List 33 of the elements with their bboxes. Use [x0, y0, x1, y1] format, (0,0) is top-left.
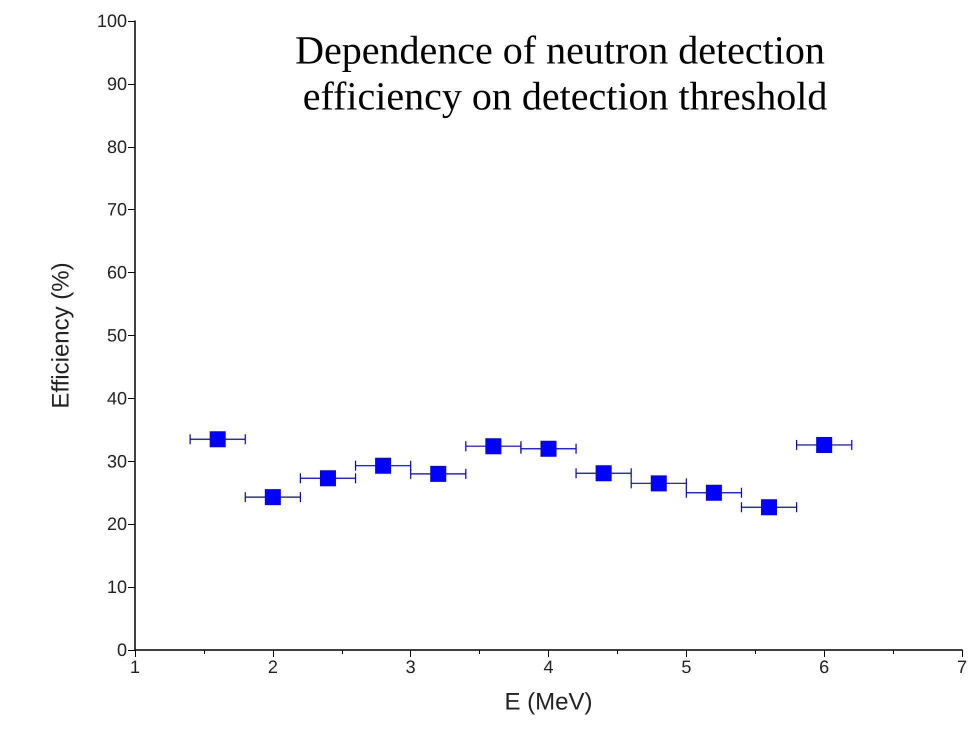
point: [816, 436, 832, 453]
y-axis-title: Efficiency (%): [48, 262, 74, 409]
point: [706, 484, 722, 501]
point: [320, 470, 336, 486]
y-tick-label: 60: [106, 262, 127, 283]
y-tick-label: 70: [106, 200, 127, 220]
point: [596, 465, 612, 482]
y-tick-label: 30: [106, 451, 127, 472]
x-tick-label: 4: [543, 657, 554, 677]
y-tick-label: 0: [116, 640, 127, 660]
x-tick-label: 3: [406, 657, 416, 677]
point: [485, 438, 502, 454]
y-tick-label: 100: [96, 11, 127, 31]
point: [430, 466, 446, 482]
y-tick-label: 40: [106, 388, 127, 408]
x-tick-label: 7: [956, 657, 968, 677]
x-tick-label: 2: [268, 657, 278, 677]
point: [210, 431, 226, 448]
point: [264, 489, 281, 506]
point: [761, 499, 778, 516]
point: [540, 440, 556, 457]
text: Dependence of neutron detection efficiency on detection threshold: [295, 28, 835, 118]
y-tick-label: 90: [106, 74, 127, 94]
x-tick-label: 1: [130, 657, 140, 677]
x-tick-label: 5: [681, 657, 692, 677]
x-axis-title: E (MeV): [504, 688, 593, 716]
point: [375, 458, 392, 474]
y-tick-label: 50: [106, 326, 127, 346]
y-tick-label: 10: [106, 577, 127, 598]
y-tick-label: 20: [106, 514, 127, 534]
x-tick-label: 6: [819, 657, 830, 677]
y-tick-label: 80: [106, 136, 127, 157]
point: [650, 475, 667, 492]
